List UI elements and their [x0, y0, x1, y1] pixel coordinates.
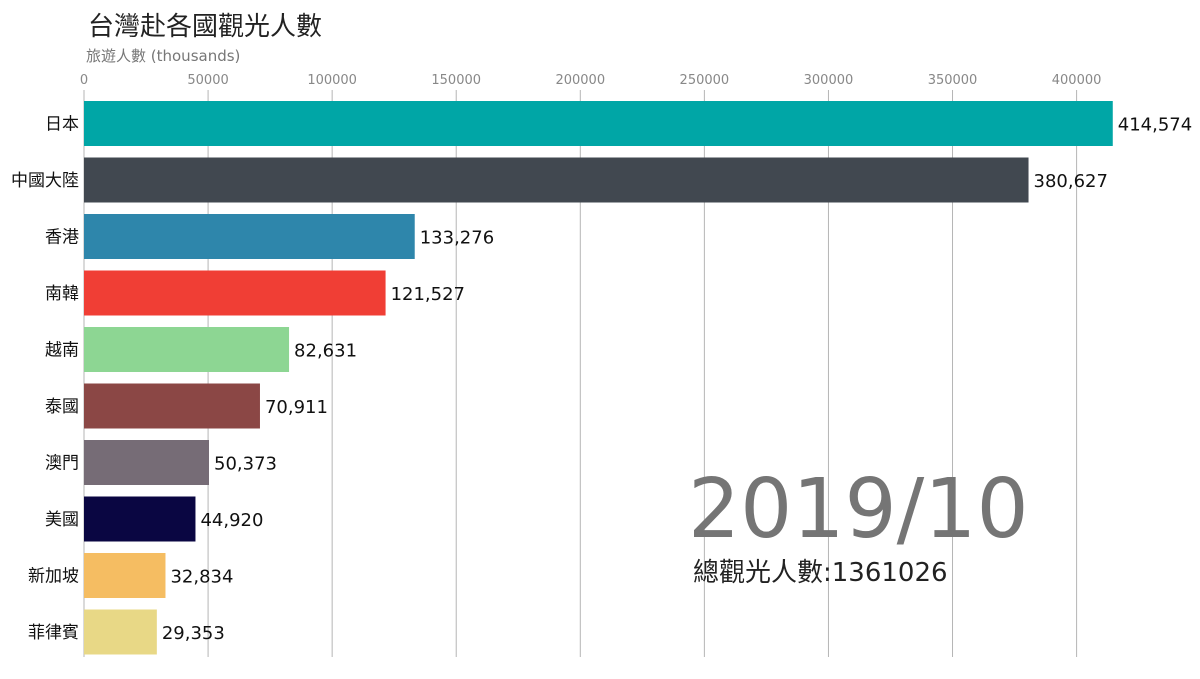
value-label: 32,834 — [170, 567, 233, 588]
category-label: 南韓 — [45, 284, 79, 304]
value-label: 133,276 — [420, 228, 494, 249]
x-tick-label: 200000 — [555, 73, 605, 88]
period-label: 2019/10 — [688, 462, 1029, 557]
bar-5 — [84, 383, 260, 429]
bar-2 — [84, 214, 415, 259]
bar-3 — [84, 270, 386, 316]
x-tick-label: 300000 — [804, 73, 854, 88]
value-label: 82,631 — [294, 341, 357, 362]
bar-7 — [84, 496, 196, 542]
category-label: 越南 — [45, 341, 79, 361]
chart-title: 台灣赴各國觀光人數 — [88, 12, 323, 42]
category-label: 澳門 — [45, 454, 79, 474]
category-label: 新加坡 — [28, 567, 79, 587]
value-label: 380,627 — [1034, 171, 1108, 192]
category-label: 香港 — [45, 228, 79, 248]
x-tick-label: 250000 — [680, 73, 730, 88]
category-label: 菲律賓 — [28, 623, 79, 643]
bar-9 — [84, 609, 157, 655]
x-tick-label: 150000 — [431, 73, 481, 88]
x-tick-label: 0 — [80, 73, 88, 88]
value-label: 414,574 — [1118, 115, 1192, 136]
bar-6 — [84, 440, 210, 485]
value-label: 29,353 — [162, 623, 225, 644]
chart-subtitle: 旅遊人數 (thousands) — [86, 47, 241, 65]
bar-0 — [84, 101, 1113, 146]
total-label: 總觀光人數: — [693, 558, 832, 588]
value-label: 44,920 — [200, 510, 263, 531]
value-label: 121,527 — [391, 284, 465, 305]
category-label: 中國大陸 — [11, 171, 79, 191]
category-label: 泰國 — [45, 397, 79, 417]
x-tick-label: 100000 — [307, 73, 357, 88]
bar-1 — [84, 157, 1029, 203]
x-tick-label: 50000 — [187, 73, 228, 88]
value-label: 50,373 — [214, 454, 277, 475]
value-label: 70,911 — [265, 397, 328, 418]
bar-8 — [84, 553, 166, 598]
bar-4 — [84, 327, 290, 372]
category-label: 美國 — [45, 510, 79, 530]
total-visitors: 總觀光人數:1361026 — [693, 552, 948, 589]
category-label: 日本 — [45, 115, 79, 135]
x-tick-label: 400000 — [1052, 73, 1102, 88]
total-value: 1361026 — [831, 558, 948, 588]
x-tick-label: 350000 — [928, 73, 978, 88]
